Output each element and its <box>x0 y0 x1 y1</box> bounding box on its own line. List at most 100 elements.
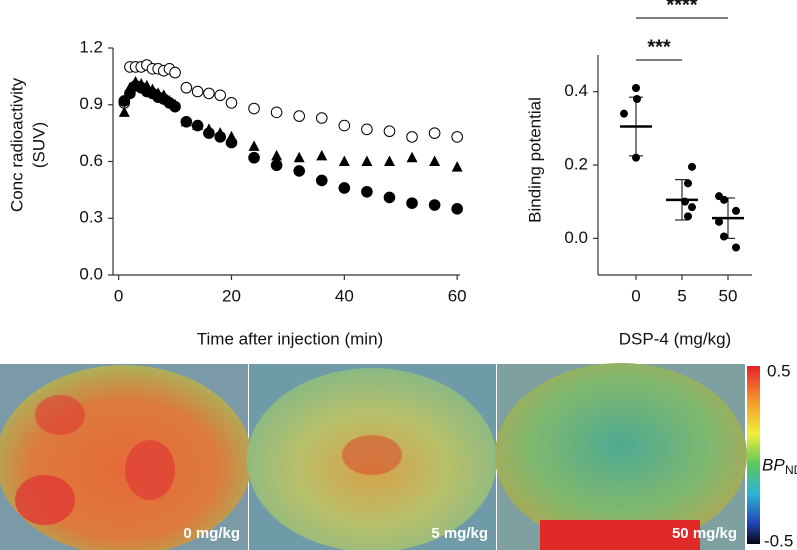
data-point <box>451 131 463 143</box>
data-point <box>632 84 640 92</box>
data-point <box>225 97 238 109</box>
panel-label: 5 mg/kg <box>431 525 488 542</box>
data-point <box>124 81 136 93</box>
data-point <box>146 83 158 95</box>
data-point <box>248 151 260 164</box>
data-point <box>214 89 227 102</box>
y-tick-label: 0.9 <box>79 94 103 113</box>
data-point <box>720 232 728 241</box>
time-activity-chart: Conc radioactivity (SUV) Time after inje… <box>7 37 466 348</box>
significance-label: **** <box>666 0 697 16</box>
y-tick-label: 0.4 <box>564 81 588 100</box>
data-point <box>451 161 463 172</box>
data-point <box>203 123 215 134</box>
data-point <box>180 81 193 94</box>
panel-label: 50 mg/kg <box>672 525 737 542</box>
data-point <box>684 212 692 221</box>
data-point <box>169 98 181 110</box>
x-tick-label: 0 <box>631 286 640 305</box>
data-point <box>715 217 723 226</box>
data-point <box>141 79 153 91</box>
data-point <box>361 123 373 136</box>
data-point <box>338 182 351 194</box>
x-tick-label: 5 <box>677 286 686 305</box>
y-axis-label: (SUV) <box>29 122 48 168</box>
y-axis-label: Binding potential <box>525 97 544 223</box>
colorbar-min: -0.5 <box>764 531 793 550</box>
data-point <box>271 149 283 161</box>
x-tick-label: 40 <box>335 286 354 305</box>
brain-images: 0.5 -0.5 BP ND 0 mg/kg 5 mg/kg 50 mg/kg <box>0 361 797 550</box>
data-point <box>451 202 463 215</box>
data-point <box>315 112 328 124</box>
x-tick-label: 60 <box>448 286 467 305</box>
data-point <box>633 95 641 103</box>
data-point <box>293 151 305 163</box>
hot-spot <box>125 440 175 500</box>
data-point <box>383 155 395 166</box>
data-point <box>688 203 696 212</box>
y-axis-label: Conc radioactivity <box>7 77 26 212</box>
y-tick-label: 1.2 <box>79 37 103 56</box>
data-point <box>158 89 170 100</box>
y-tick-label: 0.0 <box>564 228 588 247</box>
data-point <box>338 155 350 166</box>
colorbar <box>747 366 760 544</box>
data-point <box>315 174 328 187</box>
data-point <box>248 140 260 151</box>
data-point <box>406 131 418 143</box>
data-point <box>118 106 130 117</box>
data-point <box>732 243 740 252</box>
data-point <box>192 119 204 131</box>
data-point <box>429 155 441 166</box>
binding-chart: Binding potential DSP-4 (mg/kg) 0.0 0.2 0.… <box>525 0 752 348</box>
hot-spot <box>540 520 700 550</box>
data-point <box>684 179 692 188</box>
data-point <box>248 102 260 115</box>
data-point <box>361 155 373 166</box>
data-point <box>428 127 441 139</box>
data-point <box>225 130 237 142</box>
x-tick-label: 20 <box>222 286 241 305</box>
x-axis-label: Time after injection (min) <box>197 329 383 348</box>
data-point <box>270 106 283 119</box>
data-point <box>620 109 628 118</box>
data-point <box>383 125 396 138</box>
brain-slice <box>495 363 747 547</box>
data-point <box>203 87 215 100</box>
data-point <box>191 85 204 98</box>
data-point <box>688 162 696 171</box>
data-point <box>406 197 418 209</box>
data-point <box>163 94 175 106</box>
x-axis-label: DSP-4 (mg/kg) <box>619 329 731 348</box>
hot-spot <box>35 395 85 435</box>
data-point <box>406 151 418 163</box>
x-tick-label: 0 <box>114 286 123 305</box>
data-point <box>316 149 328 161</box>
data-point <box>361 185 373 198</box>
data-point <box>270 159 283 172</box>
y-tick-label: 0.3 <box>79 208 103 227</box>
panel-label: 0 mg/kg <box>183 525 240 542</box>
hot-spot <box>15 475 75 525</box>
colorbar-label: BP <box>762 455 785 474</box>
colorbar-max: 0.5 <box>767 361 791 380</box>
y-tick-label: 0.6 <box>79 151 103 170</box>
data-point <box>214 127 226 138</box>
data-point <box>180 115 192 127</box>
data-point <box>169 66 181 79</box>
data-point <box>383 191 396 204</box>
data-point <box>293 110 305 122</box>
data-point <box>428 199 441 211</box>
y-tick-label: 0.2 <box>564 154 588 173</box>
colorbar-label-subscript: ND <box>785 463 797 477</box>
y-tick-label: 0.0 <box>79 264 103 283</box>
hot-spot <box>342 435 402 475</box>
data-point <box>720 195 728 204</box>
x-tick-label: 50 <box>719 286 738 305</box>
data-point <box>338 119 351 132</box>
significance-label: *** <box>647 36 671 58</box>
data-point <box>732 206 740 215</box>
data-point <box>293 165 305 177</box>
